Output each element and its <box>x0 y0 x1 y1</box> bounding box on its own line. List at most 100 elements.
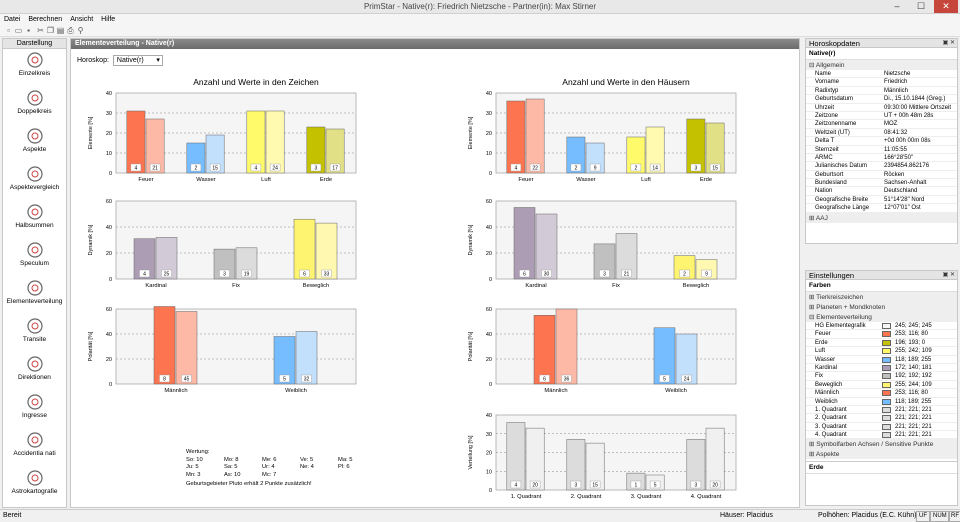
color-row[interactable]: Kardinal 172; 140; 181 <box>806 364 957 373</box>
color-swatch[interactable] <box>882 356 891 363</box>
color-swatch[interactable] <box>882 373 891 380</box>
count-label: 24 <box>272 166 278 172</box>
maximize-button[interactable]: ☐ <box>916 1 926 11</box>
color-row[interactable]: Wasser 118; 189; 255 <box>806 356 957 364</box>
new-icon[interactable]: ▫ <box>7 26 10 35</box>
count-label: 20 <box>532 483 538 489</box>
pin-close-icon[interactable]: ▣ ✕ <box>942 40 955 46</box>
color-row[interactable]: Männlich 253; 116; 80 <box>806 389 957 398</box>
view-aspects[interactable]: Aspekte <box>3 127 66 153</box>
view-item-label: Halbsummen <box>15 222 54 229</box>
color-row[interactable]: Erde 196; 193; 0 <box>806 339 957 348</box>
horoskop-select[interactable]: Native(r) ▾ <box>112 55 163 66</box>
color-row[interactable]: 3. Quadrant 221; 221; 221 <box>806 423 957 432</box>
menu-datei[interactable]: Datei <box>4 16 21 23</box>
menu-ansicht[interactable]: Ansicht <box>70 16 94 23</box>
view-speculum[interactable]: Speculum <box>3 241 66 267</box>
group-aaj[interactable]: ⊞ AAJ <box>806 212 957 223</box>
color-swatch[interactable] <box>882 398 891 405</box>
cut-icon[interactable]: ✂ <box>37 26 44 35</box>
view-transits[interactable]: Transite <box>3 317 66 343</box>
color-row[interactable]: 2. Quadrant 221; 221; 221 <box>806 414 957 423</box>
color-swatch[interactable] <box>882 331 891 338</box>
settings-title: Einstellungen <box>809 271 855 280</box>
view-ingress[interactable]: Ingresse <box>3 393 66 419</box>
color-swatch[interactable] <box>882 423 891 430</box>
bar <box>695 259 718 280</box>
count-label-box <box>570 480 582 489</box>
count-label-box <box>529 480 541 489</box>
color-swatch[interactable] <box>882 339 891 346</box>
y-tick-label: 20 <box>106 357 112 363</box>
pin-close-icon[interactable]: ▣ ✕ <box>942 272 955 278</box>
view-directions[interactable]: Direktionen <box>3 355 66 381</box>
view-midpoints[interactable]: Halbsummen <box>3 203 66 229</box>
close-button[interactable]: ✕ <box>934 0 958 13</box>
print-icon[interactable]: ⎙ <box>67 26 74 35</box>
view-bar-chart[interactable]: Elementeverteilung <box>3 279 66 305</box>
menu-berechnen[interactable]: Berechnen <box>28 16 63 23</box>
view-item-label: Direktionen <box>18 374 51 381</box>
data-row-value: Sachsen-Anhalt <box>884 180 927 187</box>
color-swatch[interactable] <box>882 348 891 355</box>
view-item-label: Astrokartografie <box>11 488 58 495</box>
count-label-box <box>519 269 530 278</box>
bar <box>175 311 198 385</box>
color-row-name: Beweglich <box>815 381 843 388</box>
color-row-rgb: 221; 221; 221 <box>895 415 932 422</box>
settings-group[interactable]: ⊟ Elementeverteilung <box>806 312 957 322</box>
color-row[interactable]: HG Elementegrafik 245; 245; 245 <box>806 322 957 331</box>
count-label: 2 <box>635 166 638 172</box>
settings-group[interactable]: ⊞ Symbolfarben Achsen / Sensitive Punkte <box>806 439 957 450</box>
category-label: Kardinal <box>145 283 166 289</box>
color-row[interactable]: Beweglich 255; 244; 109 <box>806 381 957 390</box>
minimize-button[interactable]: – <box>894 1 900 11</box>
color-row[interactable]: 4. Quadrant 221; 221; 221 <box>806 431 957 440</box>
category-label: 3. Quadrant <box>631 494 662 500</box>
group-allgemein[interactable]: ⊟ Allgemein <box>806 60 957 70</box>
color-row[interactable]: Weiblich 118; 189; 255 <box>806 398 957 406</box>
wertung-value: Ve: 5 <box>300 456 314 463</box>
color-swatch[interactable] <box>882 415 891 422</box>
settings-group[interactable]: ⊞ Tierkreiszeichen <box>806 292 957 302</box>
view-accidentia[interactable]: Accidentia nati <box>3 431 66 457</box>
color-row-rgb: 172; 140; 181 <box>895 364 932 371</box>
wertung-value: Ju: 5 <box>186 464 199 470</box>
bar <box>653 327 676 385</box>
view-double-circle[interactable]: Doppelkreis <box>3 89 66 115</box>
settings-group[interactable]: ⊞ Aspekte <box>806 449 957 460</box>
color-swatch[interactable] <box>882 364 891 371</box>
view-globe[interactable]: Astrokartografie <box>3 469 66 495</box>
paste-icon[interactable]: ▤ <box>56 26 65 35</box>
color-swatch[interactable] <box>882 323 891 329</box>
settings-header: Einstellungen ▣ ✕ <box>805 270 958 280</box>
color-row[interactable]: Fix 192; 192; 192 <box>806 372 957 381</box>
search-icon[interactable]: ⚲ <box>77 26 84 35</box>
chart-4: 0 10 20 30 40 Elemente [%] 4 22 Feuer 2 9 Wasser 2 14… <box>468 91 737 183</box>
view-aspect-compare[interactable]: Aspektevergleich <box>3 165 66 191</box>
menu-hilfe[interactable]: Hilfe <box>101 16 116 23</box>
count-label-box <box>621 269 632 278</box>
count-label: 6 <box>303 272 306 278</box>
data-row-value: 51°14'28" Nord <box>884 196 925 203</box>
color-row-name: Luft <box>815 348 826 355</box>
color-swatch[interactable] <box>882 381 891 388</box>
settings-group[interactable]: ⊞ Planeten + Mondknoten <box>806 302 957 312</box>
view-single-circle[interactable]: Einzelkreis <box>3 51 66 77</box>
color-swatch[interactable] <box>882 432 891 439</box>
wertung-value: Sa: 5 <box>224 464 238 470</box>
color-row[interactable]: Luft 255; 242; 109 <box>806 347 957 356</box>
open-icon[interactable]: ▭ <box>14 26 23 35</box>
bar <box>686 439 706 491</box>
color-swatch[interactable] <box>882 390 891 397</box>
color-row[interactable]: 1. Quadrant 221; 221; 221 <box>806 406 957 415</box>
color-row[interactable]: Feuer 253; 116; 80 <box>806 330 957 339</box>
count-label: 4 <box>515 483 518 489</box>
color-swatch[interactable] <box>882 406 891 413</box>
horoscope-data-native: Native(r) <box>806 48 957 60</box>
count-label-box <box>299 269 310 278</box>
copy-icon[interactable]: ❐ <box>46 26 55 35</box>
y-tick-label: 60 <box>486 199 492 205</box>
save-icon[interactable]: ▪ <box>27 26 30 35</box>
settings-footer: Erde <box>806 461 957 475</box>
